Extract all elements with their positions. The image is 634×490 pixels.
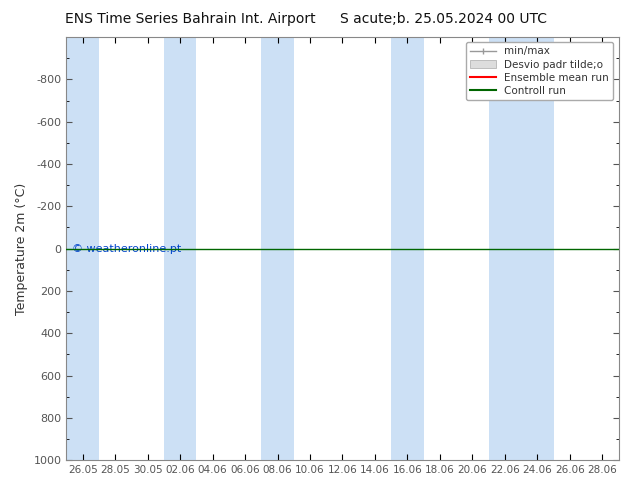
Legend: min/max, Desvio padr tilde;o, Ensemble mean run, Controll run: min/max, Desvio padr tilde;o, Ensemble m… — [466, 42, 613, 100]
Bar — [489, 37, 553, 460]
Bar — [261, 37, 294, 460]
Text: ENS Time Series Bahrain Int. Airport: ENS Time Series Bahrain Int. Airport — [65, 12, 316, 26]
Y-axis label: Temperature 2m (°C): Temperature 2m (°C) — [15, 182, 28, 315]
Text: © weatheronline.pt: © weatheronline.pt — [72, 244, 181, 254]
Bar — [391, 37, 424, 460]
Bar — [67, 37, 99, 460]
Bar — [164, 37, 197, 460]
Text: S acute;b. 25.05.2024 00 UTC: S acute;b. 25.05.2024 00 UTC — [340, 12, 547, 26]
